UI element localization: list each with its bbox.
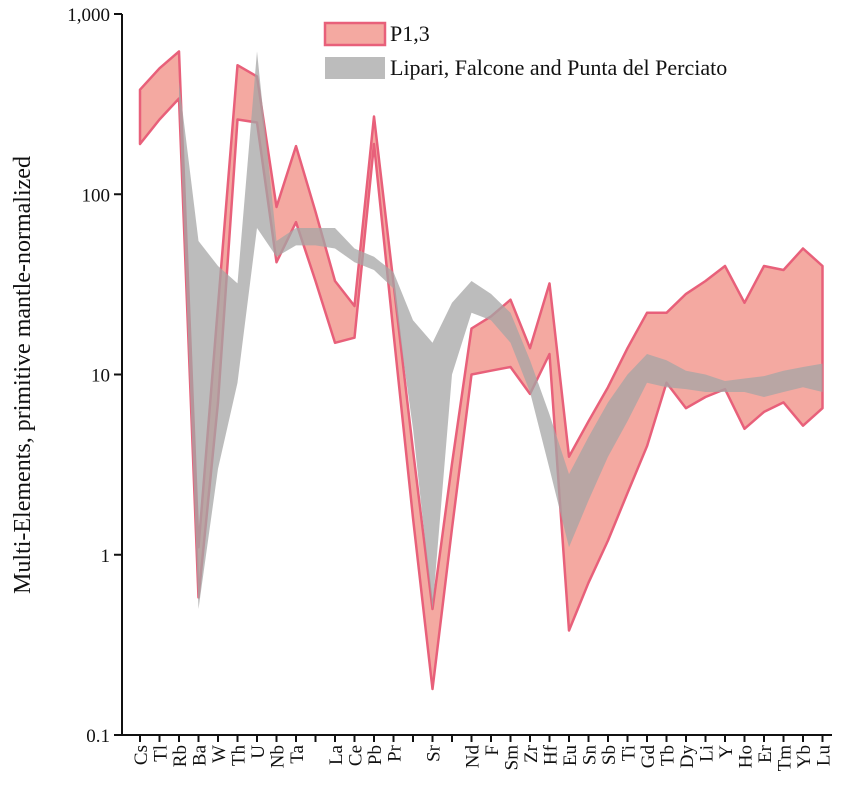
x-tick-label: Nb <box>268 745 289 768</box>
y-tick-label: 0.1 <box>86 726 110 747</box>
x-tick-label: Ti <box>619 745 640 761</box>
x-tick-label: Ce <box>346 745 367 766</box>
y-tick-label: 100 <box>82 185 111 206</box>
x-tick-label: Hf <box>541 744 562 765</box>
x-tick-label: Gd <box>638 745 659 769</box>
band-area <box>138 50 824 691</box>
legend-label: P1,3 <box>390 21 430 46</box>
x-tick-label: Li <box>697 745 718 762</box>
x-tick-label: Y <box>716 745 737 759</box>
x-tick-label: Pb <box>365 745 386 765</box>
x-tick-label: Rb <box>170 745 191 767</box>
legend-swatch <box>323 21 387 47</box>
x-tick-label: Nd <box>463 745 484 769</box>
y-tick-label: 1 <box>101 546 111 567</box>
x-tick-label: Zr <box>521 744 542 763</box>
x-tick-label: Yb <box>794 745 815 768</box>
x-tick-label: Th <box>229 745 250 767</box>
x-tick-label: Sn <box>580 745 601 766</box>
x-tick-label: U <box>248 745 269 759</box>
x-tick-label: Tb <box>658 745 679 766</box>
x-tick-label: Ho <box>736 745 757 768</box>
x-tick-label: Sb <box>599 745 620 765</box>
x-tick-label: Ta <box>287 744 308 763</box>
x-tick-label: Sr <box>424 744 445 762</box>
x-tick-label: Cs <box>131 745 152 765</box>
x-tick-label: Tm <box>775 745 796 772</box>
x-tick-label: F <box>482 745 503 756</box>
x-tick-label: Sm <box>502 745 523 771</box>
x-tick-label: Tl <box>151 745 172 762</box>
y-axis-label: Multi-Elements, primitive mantle-normali… <box>10 156 36 594</box>
x-tick-label: Eu <box>560 745 581 767</box>
x-tick-label: La <box>326 744 347 765</box>
x-tick-label: W <box>209 745 230 763</box>
x-tick-label: Lu <box>814 745 835 767</box>
band-area <box>179 51 823 609</box>
y-tick-label: 1,000 <box>67 5 110 26</box>
legend-label: Lipari, Falcone and Punta del Perciato <box>390 55 727 80</box>
x-tick-label: Er <box>755 744 776 763</box>
legend-swatch <box>325 57 385 79</box>
x-tick-label: Pr <box>385 744 406 762</box>
x-tick-label: Dy <box>677 745 698 769</box>
x-tick-label: Ba <box>190 744 211 766</box>
y-tick-label: 10 <box>91 366 110 387</box>
